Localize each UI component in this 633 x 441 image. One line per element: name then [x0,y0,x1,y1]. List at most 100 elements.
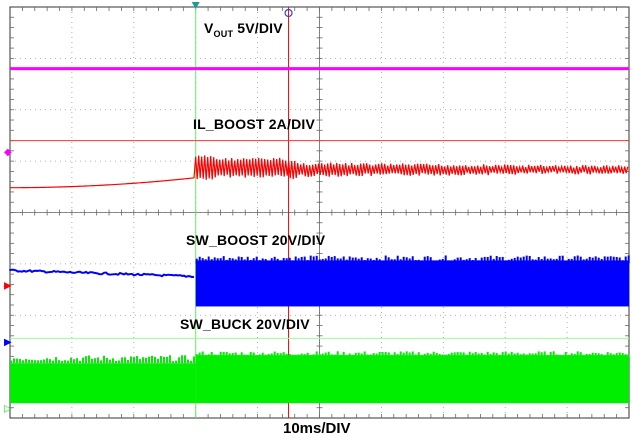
sw-buck-spike [58,360,60,364]
sw-buck-spike [477,353,480,358]
sw-buck-spike [73,359,75,364]
sw-boost-spike [198,256,201,264]
sw-boost-spike [366,258,369,264]
sw-buck-spike [136,355,138,364]
sw-boost-spike [450,260,453,264]
sw-buck-spike [157,358,159,364]
sw-boost-spike [384,255,387,264]
sw-buck-spike [486,351,489,358]
sw-buck-spike [618,352,621,358]
sw-buck-spike [154,356,156,364]
sw-buck-spike [166,356,168,364]
sw-boost-spike [270,258,273,264]
sw-buck-spike [318,353,321,358]
sw-buck-spike [381,352,384,358]
sw-buck-spike [342,351,345,358]
sw-buck-spike [543,351,546,358]
channel-markers: ◆ ▶ ▶ ▷ [4,2,293,415]
sw-boost-spike [339,258,342,264]
sw-boost-spike [378,259,381,264]
sw-boost-spike [474,257,477,264]
sw-buck-spike [309,355,312,358]
sw-buck-spike [516,352,519,358]
sw-buck-spike [94,358,96,364]
sw-boost-spike [522,256,525,264]
sw-buck-spike [252,352,255,358]
sw-buck-spike [609,353,612,358]
cursor-lines [10,7,629,418]
sw-boost-spike [342,256,345,264]
sw-buck-spike [130,356,132,364]
sw-boost-spike [606,256,609,264]
sw-buck-spike [552,351,555,358]
sw-buck-spike [133,356,135,364]
sw-buck-spike [228,353,231,358]
sw-boost-spike [468,258,471,264]
sw-boost-spike [216,258,219,264]
sw-buck-spike [444,354,447,358]
sw-buck-spike [378,351,381,358]
sw-buck-spike [198,352,201,358]
sw-boost-spike [552,259,555,264]
sw-boost-spike [516,256,519,264]
sw-buck-spike [88,355,90,364]
sw-buck-spike [255,355,258,358]
sw-buck-spike [240,352,243,358]
sw-buck-spike [390,354,393,358]
sw-buck-spike [145,357,147,364]
sw-buck-spike [258,354,261,358]
sw-boost-spike [609,256,612,264]
sw-boost-spike [357,258,360,264]
sw-buck-spike [282,352,285,358]
sw-boost-spike [333,256,336,264]
sw-buck-spike [184,355,186,364]
sw-buck-spike [306,352,309,358]
sw-buck-spike [507,353,510,358]
sw-buck-spike [402,352,405,358]
sw-buck-spike [43,359,45,364]
sw-buck-spike [594,353,597,358]
sw-boost-spike [324,258,327,264]
sw-buck-spike [447,354,450,358]
sw-buck-spike [324,352,327,358]
sw-buck-spike [441,354,444,358]
sw-boost-spike [495,256,498,264]
sw-buck-spike [79,360,81,364]
sw-buck-spike [237,354,240,358]
sw-buck-spike [555,354,558,358]
sw-boost-spike [306,260,309,264]
sw-buck-band-pre [10,363,196,404]
sw-boost-spike [573,256,576,264]
sw-boost-spike [525,255,528,264]
sw-buck-spike [279,353,282,358]
sw-buck-spike [546,355,549,358]
sw-buck-spike [387,352,390,358]
sw-buck-spike [22,360,24,364]
sw-boost-spike [351,257,354,264]
sw-buck-spike [222,351,225,358]
sw-buck-spike [534,353,537,358]
sw-boost-spike [618,257,621,264]
sw-buck-spike [243,354,246,358]
sw-boost-spike [462,259,465,264]
sw-buck-spike [195,354,198,358]
sw-boost-spike [600,258,603,264]
sw-boost-spike [363,259,366,264]
sw-buck-spike [624,354,627,358]
sw-boost-spike [312,256,315,264]
sw-buck-spike [417,352,420,358]
sw-buck-spike [190,360,192,364]
sw-boost-spike [402,256,405,264]
sw-boost-spike [414,259,417,264]
sw-buck-spike [118,360,120,364]
sw-buck-spike [327,351,330,358]
sw-boost-spike [213,257,216,264]
sw-buck-band [195,355,629,404]
sw-buck-spike [333,354,336,358]
sw-boost-spike [396,255,399,264]
sw-buck-spike [519,354,522,358]
sw-boost-spike [513,257,516,264]
sw-boost-spike [369,258,372,264]
sw-buck-spike [70,357,72,364]
sw-buck-spike [246,354,249,358]
